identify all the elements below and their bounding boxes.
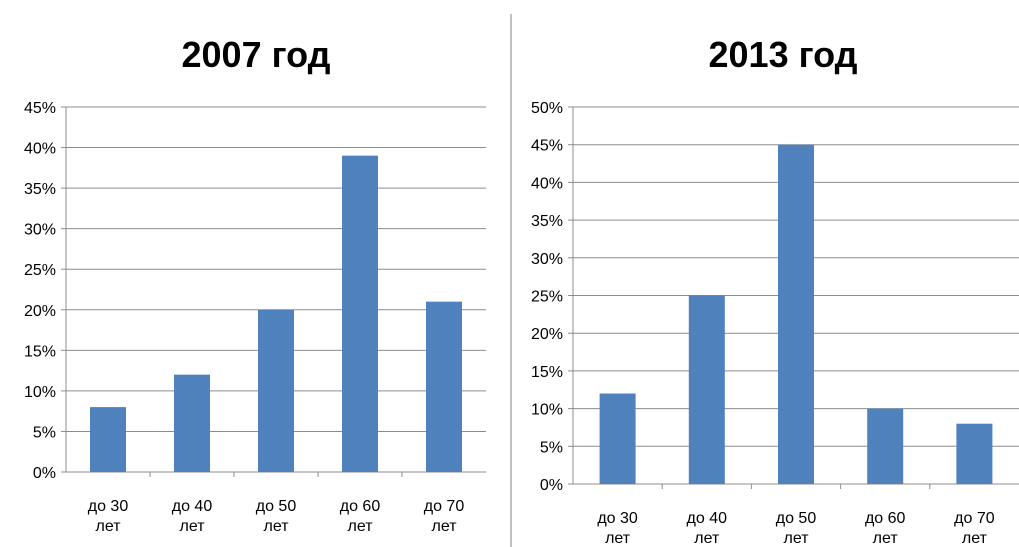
chart-2007: 2007 год 0% 5% 10% 15% 20% 25% 30% 35% 40% 45% до… xyxy=(24,34,486,535)
x-category-label-line2: лет xyxy=(179,518,205,535)
y-tick-label: 35% xyxy=(531,213,563,230)
x-category-label-line2: лет xyxy=(873,530,899,547)
x-category-label: до 40 xyxy=(172,498,213,515)
y-axis-ticks: 0% 5% 10% 15% 20% 25% 30% 35% 40% 45% 50% xyxy=(531,100,573,494)
x-axis-labels: до 30 лет до 40 лет до 50 лет до 60 лет до 70 лет xyxy=(88,498,465,535)
y-tick-label: 45% xyxy=(24,100,56,117)
y-tick-label: 5% xyxy=(540,439,563,456)
y-tick-label: 40% xyxy=(531,175,563,192)
y-tick-label: 10% xyxy=(531,402,563,419)
y-tick-label: 10% xyxy=(24,384,56,401)
bars xyxy=(90,155,462,472)
x-category-label-line2: лет xyxy=(694,530,720,547)
x-category-label-line2: лет xyxy=(431,518,457,535)
y-tick-label: 0% xyxy=(540,477,563,494)
x-category-label: до 30 xyxy=(597,510,638,527)
bar xyxy=(90,407,126,472)
y-axis-ticks: 0% 5% 10% 15% 20% 25% 30% 35% 40% 45% xyxy=(24,100,66,482)
chart-title: 2013 год xyxy=(709,34,858,75)
bar xyxy=(174,374,210,472)
bar xyxy=(778,144,814,484)
x-category-label: до 40 xyxy=(687,510,728,527)
y-tick-label: 50% xyxy=(531,100,563,117)
y-tick-label: 35% xyxy=(24,181,56,198)
chart-title: 2007 год xyxy=(182,34,331,75)
y-tick-label: 0% xyxy=(33,465,56,482)
x-category-label: до 50 xyxy=(776,510,817,527)
y-tick-label: 20% xyxy=(531,326,563,343)
x-category-label: до 50 xyxy=(256,498,297,515)
bar xyxy=(426,301,462,472)
bar xyxy=(688,295,725,484)
y-tick-label: 20% xyxy=(24,303,56,320)
x-category-label-line2: лет xyxy=(605,530,631,547)
x-category-label-line2: лет xyxy=(347,518,373,535)
bar xyxy=(258,309,294,472)
bar xyxy=(956,423,993,484)
y-tick-label: 15% xyxy=(531,364,563,381)
x-axis-labels: до 30 лет до 40 лет до 50 лет до 60 лет до 70 лет xyxy=(597,510,994,547)
x-category-label-line2: лет xyxy=(263,518,289,535)
x-category-label-line2: лет xyxy=(783,530,809,547)
y-tick-label: 40% xyxy=(24,141,56,158)
bar xyxy=(599,393,636,484)
y-tick-label: 30% xyxy=(24,222,56,239)
chart-2013: 2013 год 0% 5% 10% 15% 20% 25% 30% 35% 40% 45% 50%… xyxy=(531,34,1019,547)
x-category-label-line2: лет xyxy=(95,518,121,535)
y-tick-label: 5% xyxy=(33,424,56,441)
y-tick-label: 15% xyxy=(24,343,56,360)
x-category-label: до 30 xyxy=(88,498,129,515)
bars xyxy=(599,144,993,484)
bar xyxy=(342,155,378,472)
x-category-label: до 60 xyxy=(865,510,906,527)
y-tick-label: 25% xyxy=(531,289,563,306)
y-tick-label: 45% xyxy=(531,138,563,155)
y-tick-label: 30% xyxy=(531,251,563,268)
x-category-label: до 60 xyxy=(340,498,381,515)
y-tick-label: 25% xyxy=(24,262,56,279)
x-category-label: до 70 xyxy=(424,498,465,515)
x-category-label: до 70 xyxy=(954,510,995,527)
bar xyxy=(867,408,904,484)
x-category-label-line2: лет xyxy=(962,530,988,547)
